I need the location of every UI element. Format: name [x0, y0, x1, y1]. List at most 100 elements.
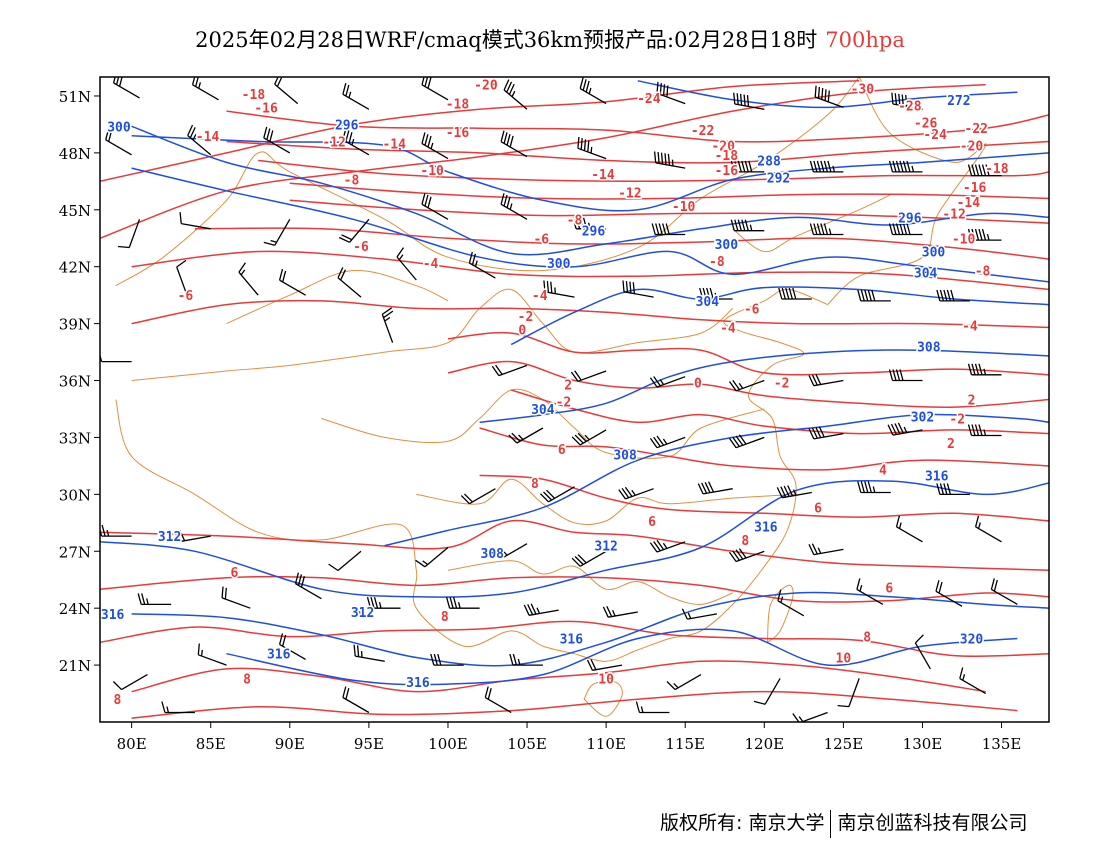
- wind-barbs: [100, 77, 1018, 722]
- wind-barb: [936, 289, 970, 302]
- map-title: 2025年02月28日WRF/cmaq模式36km预报产品:02月28日18时 7…: [0, 24, 1100, 54]
- wind-barb: [809, 223, 844, 236]
- wind-barb: [649, 435, 686, 449]
- wind-barb: [635, 701, 670, 714]
- temperature-contour-label: -14: [382, 137, 406, 152]
- height-contour-label: 316: [101, 608, 125, 623]
- wind-barb: [808, 373, 844, 387]
- temperature-contour-label: -8: [975, 265, 991, 280]
- height-contour-label: 316: [406, 676, 430, 691]
- wind-barb: [577, 136, 607, 160]
- temperature-isotherm: [447, 331, 1049, 376]
- wind-barb: [974, 515, 1002, 543]
- lon-tick-label: 115E: [665, 735, 705, 753]
- wind-barb: [328, 550, 362, 572]
- temperature-contour-label: -6: [533, 232, 549, 247]
- wind-barb: [602, 606, 638, 618]
- height-contour-label: 300: [922, 246, 946, 261]
- temperature-contour-label: -16: [715, 164, 739, 179]
- wind-barb: [730, 219, 765, 232]
- temperature-isotherm: [510, 389, 1049, 435]
- temperature-isotherm: [479, 427, 1049, 471]
- boundary-line: [583, 680, 623, 717]
- height-contour-label: 296: [898, 211, 922, 226]
- temperature-contour-label: -8: [344, 173, 360, 188]
- wind-barb: [175, 530, 211, 542]
- height-contour-label: 292: [767, 172, 790, 187]
- wind-barb: [278, 633, 306, 660]
- wind-barb: [100, 353, 132, 363]
- wind-barb: [137, 593, 172, 606]
- wind-barb: [891, 92, 923, 110]
- wind-barb: [484, 686, 512, 714]
- temperature-isotherm: [194, 227, 1049, 260]
- lat-tick-label: 30N: [59, 486, 91, 504]
- plot-frame: [99, 76, 1050, 723]
- wind-barb: [263, 126, 291, 154]
- temperature-contour-label: -16: [963, 181, 987, 196]
- lat-tick-label: 27N: [59, 543, 91, 561]
- wind-barb: [895, 515, 923, 543]
- lon-tick-label: 135E: [982, 735, 1022, 753]
- temperature-contour-label: 6: [558, 443, 566, 458]
- temperature-contour-label: -2: [556, 395, 572, 410]
- height-contour: [131, 135, 1049, 212]
- wind-barb: [649, 376, 686, 388]
- temperature-contour-label: -16: [254, 101, 278, 116]
- wind-barb: [959, 667, 987, 695]
- height-contour: [479, 349, 1049, 424]
- temperature-contour-label: 6: [648, 515, 656, 530]
- lon-tick-label: 90E: [275, 735, 305, 753]
- height-contour-label: 304: [914, 266, 938, 281]
- temperature-contour-label: -6: [744, 302, 760, 317]
- lon-tick-label: 130E: [903, 735, 943, 753]
- wind-barb: [366, 597, 401, 609]
- temperature-contour-label: -6: [353, 240, 369, 255]
- lat-tick-label: 48N: [59, 145, 91, 163]
- wind-barb: [856, 578, 884, 605]
- wind-barb: [888, 160, 923, 173]
- wind-barb: [651, 223, 686, 236]
- wind-barb: [697, 481, 733, 495]
- wind-barb: [539, 486, 575, 503]
- wind-barb: [381, 307, 394, 343]
- height-contour-label: 308: [481, 547, 505, 562]
- wind-barb: [888, 369, 923, 382]
- wind-barb: [990, 578, 1018, 605]
- boundary-line: [131, 288, 734, 381]
- temperature-isotherm: [100, 80, 860, 183]
- temperature-contour-label: 0: [518, 323, 526, 338]
- lat-tick-label: 36N: [59, 373, 91, 391]
- wind-barb: [161, 701, 195, 714]
- height-labels: 2722882922962962963003003003003043043043…: [99, 92, 984, 692]
- wind-barb: [888, 223, 923, 236]
- temperature-contour-label: -18: [715, 149, 739, 164]
- title-text: 2025年02月28日WRF/cmaq模式36km预报产品:02月28日18时: [195, 28, 818, 52]
- temperature-contour-label: -22: [691, 124, 714, 139]
- height-contour-label: 308: [613, 449, 637, 464]
- height-contour-label: 272: [947, 94, 970, 109]
- height-contour-label: 300: [715, 238, 739, 253]
- temperature-contour-label: -4: [423, 257, 439, 272]
- wind-barb: [653, 151, 686, 169]
- temperature-contour-label: 6: [814, 502, 822, 517]
- height-contour-label: 304: [531, 403, 555, 418]
- temperature-contour-label: -26: [914, 117, 938, 132]
- wind-barb: [274, 77, 299, 105]
- temperature-contour-label: 10: [836, 652, 852, 667]
- temperature-contour-label: -20: [711, 139, 735, 154]
- height-contour-label: 316: [754, 521, 778, 536]
- wind-barb: [337, 267, 362, 298]
- boundary-line: [115, 77, 860, 287]
- temperature-isotherm: [100, 83, 986, 240]
- boundary-line: [574, 288, 828, 662]
- wind-barb: [468, 251, 496, 279]
- temperature-contour-label: 8: [863, 631, 871, 646]
- temperature-isotherm: [226, 140, 1049, 164]
- wind-barb: [579, 77, 607, 105]
- wind-barb: [238, 262, 259, 296]
- temperature-contour-label: -12: [618, 187, 641, 202]
- lon-tick-label: 125E: [824, 735, 864, 753]
- temperature-contour-label: -8: [709, 255, 725, 270]
